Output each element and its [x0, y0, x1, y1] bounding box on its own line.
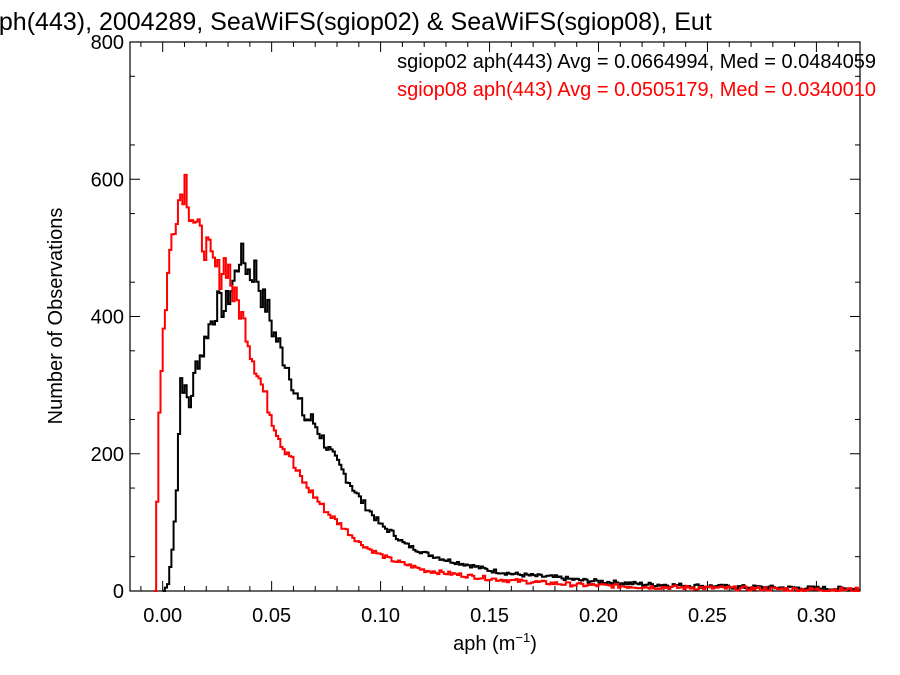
series-layer [153, 173, 860, 592]
x-tick-label: 0.30 [797, 605, 836, 627]
x-tick-label: 0.05 [252, 605, 291, 627]
legend-entry-sgiop08: sgiop08 aph(443) Avg = 0.0505179, Med = … [397, 79, 876, 101]
x-tick-label: 0.25 [688, 605, 727, 627]
x-axis-label-superscript: −1 [515, 630, 530, 645]
chart-title: aph(443), 2004289, SeaWiFS(sgiop02) & Se… [0, 8, 712, 36]
y-tick-label: 200 [91, 444, 124, 466]
x-axis-label-main: aph (m [453, 633, 515, 655]
series-sgiop08 [153, 173, 860, 592]
y-tick-label: 400 [91, 307, 124, 329]
legend-entry-sgiop02: sgiop02 aph(443) Avg = 0.0664994, Med = … [397, 51, 876, 73]
x-tick-label: 0.10 [361, 605, 400, 627]
y-axis-label: Number of Observations [45, 208, 67, 425]
x-axis-label-end: ) [530, 633, 537, 655]
x-tick-label: 0.15 [470, 605, 509, 627]
x-tick-label: 0.20 [579, 605, 618, 627]
x-axis: 0.00 0.05 0.10 0.15 0.20 0.25 0.30 [140, 42, 839, 627]
y-tick-label: 600 [91, 169, 124, 191]
x-axis-label: aph (m−1) [453, 630, 537, 655]
y-tick-label: 0 [113, 581, 124, 603]
series-sgiop02 [162, 242, 860, 592]
y-axis: 0 200 400 600 800 [91, 32, 860, 603]
x-tick-label: 0.00 [143, 605, 182, 627]
y-tick-label: 800 [91, 32, 124, 54]
